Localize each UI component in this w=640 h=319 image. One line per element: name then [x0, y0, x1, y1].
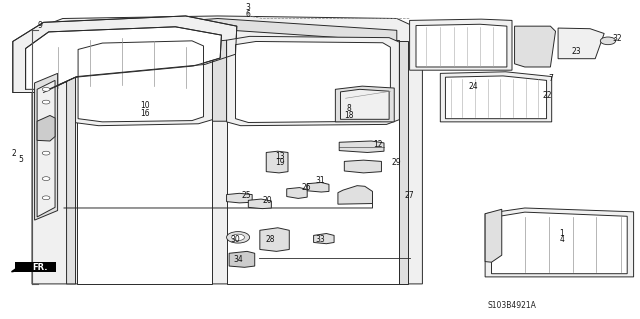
Text: 34: 34 [233, 255, 243, 263]
Polygon shape [445, 76, 547, 119]
Polygon shape [260, 228, 289, 251]
Circle shape [42, 151, 50, 155]
Circle shape [42, 100, 50, 104]
Polygon shape [416, 24, 507, 67]
Polygon shape [227, 193, 252, 203]
Text: 33: 33 [315, 235, 325, 244]
Polygon shape [77, 41, 212, 284]
Polygon shape [227, 36, 399, 126]
Polygon shape [67, 41, 76, 284]
Polygon shape [266, 151, 288, 173]
Polygon shape [344, 160, 381, 173]
Circle shape [232, 234, 244, 241]
Polygon shape [287, 188, 307, 198]
Polygon shape [248, 199, 271, 209]
Polygon shape [78, 41, 204, 122]
Text: 27: 27 [404, 191, 415, 200]
Polygon shape [32, 16, 422, 284]
Text: 23: 23 [571, 47, 581, 56]
Text: 5: 5 [19, 155, 24, 164]
Polygon shape [229, 251, 255, 267]
Circle shape [42, 177, 50, 181]
Text: 22: 22 [543, 91, 552, 100]
Text: FR.: FR. [32, 263, 47, 271]
Polygon shape [227, 40, 399, 284]
Text: 10: 10 [140, 101, 150, 110]
Polygon shape [12, 266, 24, 272]
Polygon shape [314, 234, 334, 244]
Polygon shape [440, 72, 552, 122]
Polygon shape [338, 186, 372, 204]
Text: 1: 1 [559, 229, 564, 238]
Polygon shape [485, 209, 502, 262]
Text: 4: 4 [559, 235, 564, 244]
Polygon shape [399, 41, 408, 284]
Text: 32: 32 [612, 34, 623, 43]
Polygon shape [340, 89, 389, 119]
Polygon shape [13, 16, 237, 93]
Polygon shape [37, 80, 55, 217]
Text: 18: 18 [344, 111, 353, 120]
Polygon shape [339, 141, 384, 152]
Polygon shape [236, 41, 390, 122]
Text: 30: 30 [230, 235, 241, 244]
Polygon shape [335, 86, 394, 122]
Polygon shape [63, 19, 397, 41]
Circle shape [42, 126, 50, 130]
Text: 26: 26 [301, 183, 311, 192]
Circle shape [42, 87, 50, 91]
Text: 16: 16 [140, 109, 150, 118]
Polygon shape [558, 28, 604, 59]
Circle shape [42, 196, 50, 200]
Text: 19: 19 [275, 158, 285, 167]
Circle shape [227, 232, 250, 243]
Text: 20: 20 [262, 197, 273, 205]
Polygon shape [69, 36, 212, 126]
Polygon shape [35, 73, 58, 220]
Text: 28: 28 [266, 235, 275, 244]
Text: 29: 29 [392, 158, 402, 167]
Polygon shape [307, 182, 329, 192]
Polygon shape [410, 19, 512, 70]
Text: 3: 3 [246, 4, 251, 12]
Text: 2: 2 [12, 149, 17, 158]
Text: 12: 12 [373, 140, 382, 149]
Polygon shape [37, 115, 55, 141]
Polygon shape [515, 26, 556, 67]
Polygon shape [485, 208, 634, 277]
Text: 24: 24 [468, 82, 479, 91]
Polygon shape [26, 27, 221, 89]
Text: 31: 31 [315, 176, 325, 185]
Polygon shape [492, 212, 627, 274]
Text: 9: 9 [37, 21, 42, 30]
Text: 8: 8 [346, 104, 351, 113]
Text: 6: 6 [246, 10, 251, 19]
Text: 13: 13 [275, 152, 285, 161]
Text: S103B4921A: S103B4921A [488, 301, 536, 310]
Polygon shape [212, 40, 227, 121]
Text: 25: 25 [241, 191, 252, 200]
Circle shape [600, 37, 616, 45]
Bar [15, 262, 56, 272]
Text: 7: 7 [548, 74, 553, 83]
